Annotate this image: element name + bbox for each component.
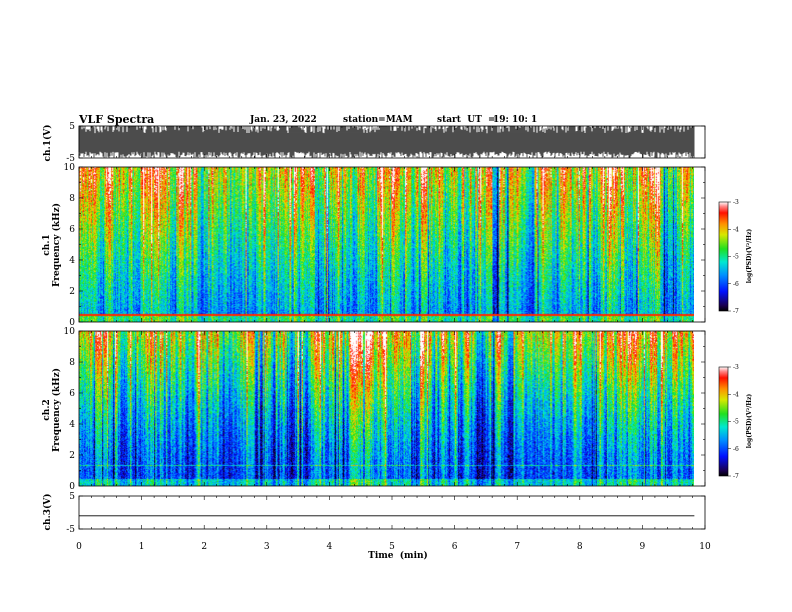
x-tick-label: 9 bbox=[640, 542, 646, 552]
colorbar-tick-label: -6 bbox=[733, 281, 739, 288]
x-tick-label: 7 bbox=[514, 542, 520, 552]
ch3-waveform-ytick-label: 5 bbox=[69, 492, 75, 502]
x-tick-label: 3 bbox=[264, 542, 270, 552]
ch1-waveform-ylabel: ch.1(V) bbox=[42, 125, 53, 162]
ch2-colorbar bbox=[718, 366, 729, 477]
colorbar-tick-label: -5 bbox=[733, 419, 739, 426]
x-tick-label: 4 bbox=[327, 542, 333, 552]
ch1-waveform-ytick-label: 5 bbox=[69, 122, 75, 132]
ch1-spectrogram-ytick-label: 0 bbox=[69, 318, 75, 328]
ch1-spectrogram-ytick-label: 2 bbox=[69, 287, 75, 297]
ch1-colorbar-label: log(PSD)(V²/Hz) bbox=[746, 229, 753, 284]
ch2-spectrogram-ylabel-line1: ch.2 bbox=[42, 399, 52, 420]
ch1-waveform-ytick-label: -5 bbox=[66, 154, 75, 164]
ch2-spectrogram-ylabel-line2: Frequency (kHz) bbox=[51, 368, 62, 452]
x-axis-label: Time (min) bbox=[368, 550, 428, 561]
x-tick-label: 10 bbox=[699, 542, 711, 552]
ch1-colorbar-gradient bbox=[718, 201, 729, 312]
ch2-spectrogram-ytick-label: 8 bbox=[69, 358, 75, 368]
colorbar-tick-label: -7 bbox=[733, 308, 739, 315]
ch3-waveform-frame bbox=[78, 495, 706, 530]
ch1-colorbar bbox=[718, 201, 729, 312]
header-start-time: 19: 10: 1 bbox=[493, 115, 537, 125]
x-tick-label: 0 bbox=[76, 542, 82, 552]
ch1-waveform-trace bbox=[78, 126, 695, 158]
ch1-spectrogram-ytick-label: 10 bbox=[64, 163, 76, 173]
ch2-spectrogram-ytick-label: 10 bbox=[64, 327, 76, 337]
ch1-spectrogram-ytick-label: 6 bbox=[69, 225, 75, 235]
colorbar-tick-label: -4 bbox=[733, 226, 739, 233]
ch2-colorbar-label: log(PSD)(V²/Hz) bbox=[746, 394, 753, 449]
header-station: station=MAM bbox=[343, 115, 413, 125]
x-tick-label: 8 bbox=[577, 542, 583, 552]
ch1-spectrogram-ylabel-line1: ch.1 bbox=[42, 234, 52, 255]
colorbar-tick-label: -7 bbox=[733, 473, 739, 480]
ch2-spectrogram-ytick-label: 2 bbox=[69, 451, 75, 461]
ch1-spectrogram-panel bbox=[79, 167, 694, 322]
x-tick-label: 1 bbox=[139, 542, 145, 552]
ch2-spectrogram-image bbox=[79, 331, 694, 486]
ch3-waveform-ylabel: ch.3(V) bbox=[42, 494, 53, 531]
header-start-label: start UT = bbox=[437, 115, 496, 125]
colorbar-tick-label: -3 bbox=[733, 199, 739, 206]
x-tick-label: 6 bbox=[452, 542, 458, 552]
ch1-spectrogram-ylabel-line2: Frequency (kHz) bbox=[51, 203, 62, 287]
colorbar-tick-label: -6 bbox=[733, 446, 739, 453]
ch3-waveform-ytick-label: -5 bbox=[66, 525, 75, 535]
ch1-waveform-panel bbox=[78, 126, 695, 158]
x-tick-label: 2 bbox=[201, 542, 207, 552]
colorbar-tick-label: -3 bbox=[733, 364, 739, 371]
ch1-spectrogram-ytick-label: 4 bbox=[69, 256, 75, 266]
header-date: Jan. 23, 2022 bbox=[249, 115, 317, 125]
colorbar-tick-label: -5 bbox=[733, 254, 739, 261]
colorbar-tick-label: -4 bbox=[733, 391, 739, 398]
ch2-colorbar-gradient bbox=[718, 366, 729, 477]
ch2-spectrogram-panel bbox=[79, 331, 694, 486]
ch1-spectrogram-image bbox=[79, 167, 694, 322]
ch1-spectrogram-ytick-label: 8 bbox=[69, 194, 75, 204]
ch2-spectrogram-ytick-label: 6 bbox=[69, 389, 75, 399]
x-tick-label: 5 bbox=[389, 542, 395, 552]
figure-title: VLF Spectra bbox=[78, 113, 154, 126]
ch2-spectrogram-ytick-label: 4 bbox=[69, 420, 75, 430]
ch2-spectrogram-ytick-label: 0 bbox=[69, 482, 75, 492]
